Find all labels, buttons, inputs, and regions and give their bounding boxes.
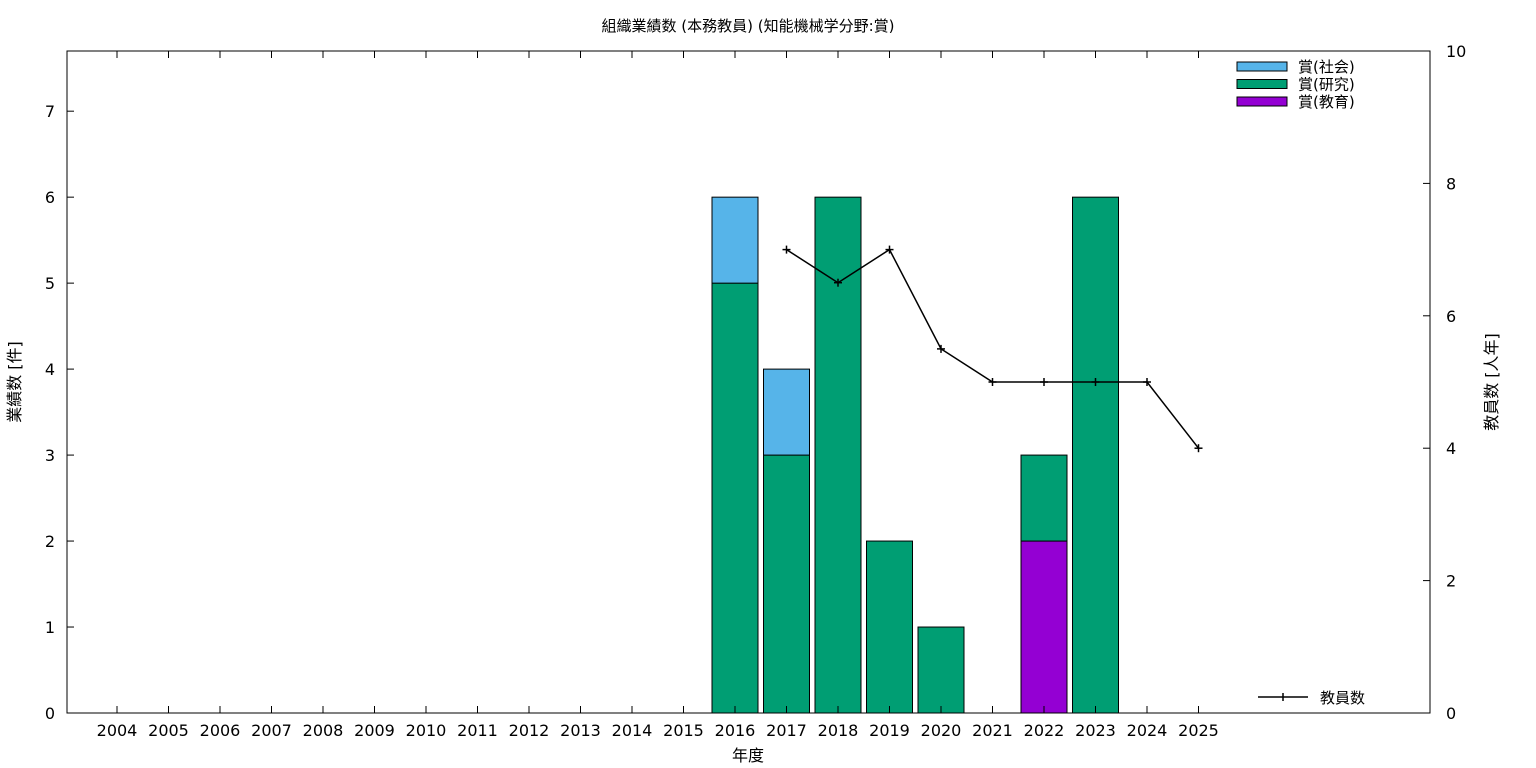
bar-2017-series-1 — [763, 454, 810, 714]
x-tick-label-2010: 2010 — [406, 721, 447, 740]
x-tick-label-2019: 2019 — [869, 721, 910, 740]
staff-count-point-2024 — [1143, 378, 1151, 386]
staff-count-point-2022 — [1040, 378, 1048, 386]
y2-tick-label-4: 4 — [1446, 439, 1456, 458]
staff-count-point-2017 — [782, 245, 791, 254]
x-tick-label-2006: 2006 — [200, 721, 241, 740]
bar-2019-series-1 — [866, 540, 913, 714]
x-axis-label: 年度 — [732, 746, 764, 765]
legend-swatch-2 — [1236, 96, 1288, 107]
ticks-layer: 2004 2005 2006 2007 2008 2009 2010 2011 2012 2013… — [45, 42, 1467, 740]
legend-swatch-1 — [1236, 79, 1288, 89]
x-tick-label-2023: 2023 — [1075, 721, 1116, 740]
legend-swatch-0 — [1236, 61, 1288, 72]
x-tick-label-2025: 2025 — [1178, 721, 1219, 740]
x-tick-label-2011: 2011 — [457, 721, 498, 740]
staff-count-point-2023 — [1091, 378, 1100, 386]
x-tick-label-2008: 2008 — [303, 721, 344, 740]
y2-axis-label: 教員数 [人年] — [1482, 333, 1501, 431]
chart-title: 組織業績数 (本務教員) (知能機械学分野:賞) — [602, 17, 895, 35]
staff-count-point-2025 — [1194, 444, 1203, 453]
x-tick-label-2005: 2005 — [148, 721, 189, 740]
x-tick-label-2018: 2018 — [818, 721, 859, 740]
y-tick-label-5: 5 — [45, 274, 55, 293]
y2-tick-label-10: 10 — [1446, 42, 1466, 61]
x-tick-label-2024: 2024 — [1127, 721, 1168, 740]
y-tick-label-6: 6 — [45, 188, 55, 207]
legend-label-0: 賞(社会) — [1298, 58, 1355, 76]
y2-tick-label-6: 6 — [1446, 307, 1456, 326]
bar-2016-series-2 — [711, 196, 759, 284]
legend-label-1: 賞(研究) — [1298, 76, 1355, 94]
x-tick-label-2009: 2009 — [354, 721, 395, 740]
y2-tick-label-8: 8 — [1446, 174, 1456, 193]
y-tick-label-0: 0 — [45, 704, 55, 723]
staff-count-point-2021 — [988, 378, 997, 386]
bar-2022-series-1 — [1020, 454, 1068, 542]
legend-label-2: 賞(教育) — [1298, 93, 1355, 111]
y-tick-label-7: 7 — [45, 102, 55, 121]
y2-tick-label-2: 2 — [1446, 572, 1456, 591]
staff-count-point-2020 — [937, 344, 945, 353]
y-tick-label-3: 3 — [45, 446, 55, 465]
bar-2018-series-1 — [814, 196, 862, 714]
line-layer — [782, 245, 1203, 453]
x-tick-label-2021: 2021 — [972, 721, 1013, 740]
bar-2016-series-1 — [711, 282, 759, 714]
staff-count-point-2018 — [834, 278, 842, 287]
x-tick-label-2020: 2020 — [921, 721, 962, 740]
bar-2020-series-1 — [917, 626, 965, 714]
x-tick-label-2015: 2015 — [663, 721, 704, 740]
legend-line-label: 教員数 — [1320, 689, 1365, 707]
x-tick-label-2004: 2004 — [97, 721, 138, 740]
x-tick-label-2007: 2007 — [251, 721, 292, 740]
x-tick-label-2016: 2016 — [715, 721, 756, 740]
x-tick-label-2012: 2012 — [509, 721, 550, 740]
x-tick-label-2017: 2017 — [766, 721, 807, 740]
bar-2017-series-2 — [763, 368, 810, 456]
x-tick-label-2022: 2022 — [1024, 721, 1065, 740]
bars-layer — [711, 196, 1119, 714]
y-axis-label: 業績数 [件] — [5, 341, 24, 423]
y-tick-label-2: 2 — [45, 532, 55, 551]
legend: 賞(社会)賞(研究)賞(教育) 教員数 — [1236, 58, 1365, 707]
y-tick-label-4: 4 — [45, 360, 55, 379]
x-tick-label-2013: 2013 — [560, 721, 601, 740]
bar-2022-series-0 — [1020, 540, 1068, 714]
y2-tick-label-0: 0 — [1446, 704, 1456, 723]
staff-count-point-2019 — [885, 245, 894, 254]
x-tick-label-2014: 2014 — [612, 721, 653, 740]
bar-2023-series-1 — [1072, 196, 1119, 714]
y-tick-label-1: 1 — [45, 618, 55, 637]
